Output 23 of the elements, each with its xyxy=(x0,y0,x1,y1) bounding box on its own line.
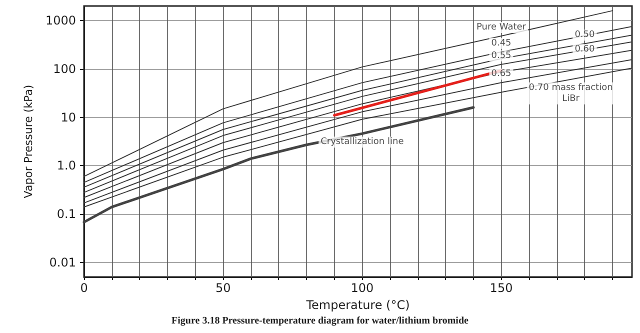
x-tick-label: 50 xyxy=(215,281,231,295)
x-tick-label: 150 xyxy=(490,281,513,295)
y-tick-label: 0.1 xyxy=(56,207,76,222)
annotation: 0.45 xyxy=(491,38,512,48)
annotation: Crystallization line xyxy=(320,137,404,148)
line-series xyxy=(84,10,614,177)
annotation: 0.60 xyxy=(574,44,595,55)
y-tick-label: 1.0 xyxy=(56,158,76,173)
y-tick-label: 0.01 xyxy=(49,255,76,270)
caption: Figure 3.18 Pressure-temperature diagram for water/lithium bromide xyxy=(172,316,470,326)
annotation: 0.50 xyxy=(574,30,595,40)
annotation: 0.70 mass fraction LiBr xyxy=(528,82,613,104)
x-tick-label: 0 xyxy=(80,281,88,295)
annotation: 0.65 xyxy=(491,69,512,80)
annotation: 0.55 xyxy=(491,50,512,61)
annotation: Pure Water xyxy=(476,22,526,32)
y-tick-label: 1000 xyxy=(45,14,76,28)
y-tick-label: 10 xyxy=(60,110,76,124)
x-tick-label: 100 xyxy=(350,281,374,295)
y-tick-label: 100 xyxy=(53,62,76,76)
y-axis-title: Vapor Pressure (kPa) xyxy=(22,84,35,198)
line-series xyxy=(82,106,475,224)
x-axis-title: Temperature (°C) xyxy=(305,298,410,312)
